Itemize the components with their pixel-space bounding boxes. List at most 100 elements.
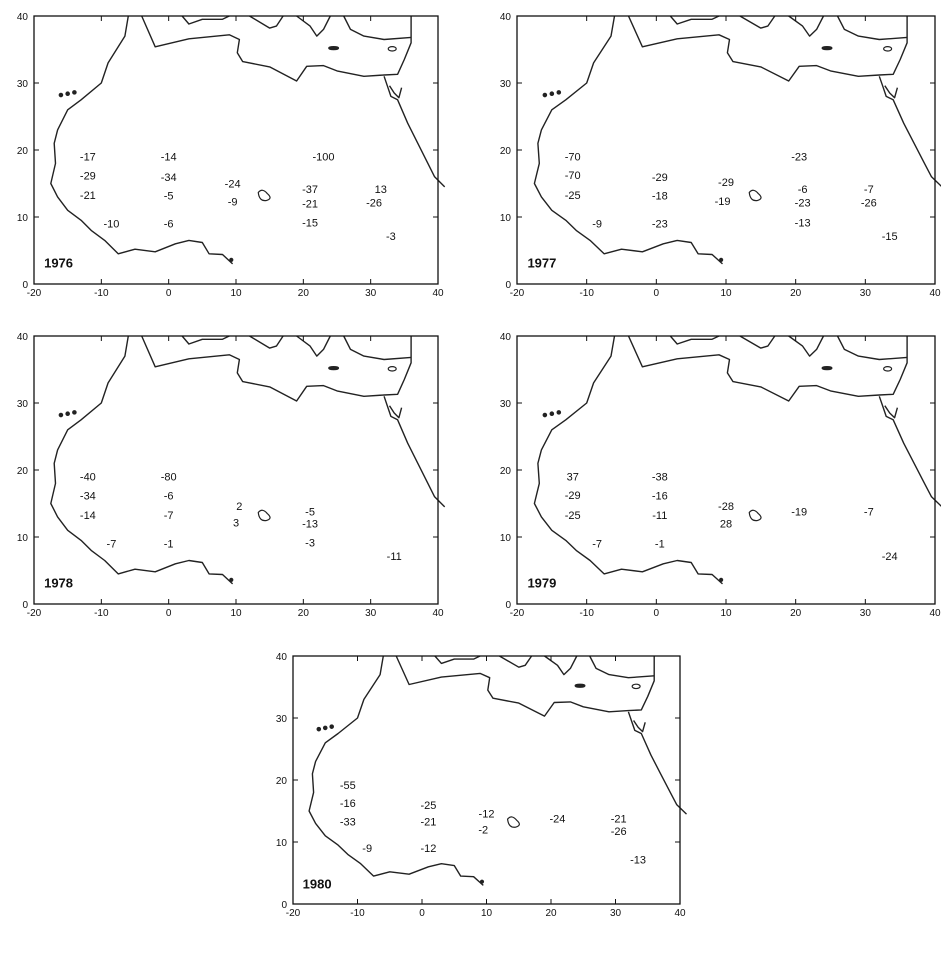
station-value: -24 (882, 551, 898, 563)
station-value: -1 (164, 539, 174, 551)
map-panel-1978: -20 -10 0 10 20 30 40 0 10 20 30 40 -40 -34 -14 -7 -80 -6… (17, 332, 446, 619)
station-value: -7 (864, 507, 874, 519)
bioko-island (479, 879, 485, 884)
panel-frame (516, 15, 936, 285)
y-tick-label: 20 (17, 146, 29, 157)
coastline-red-sea (627, 711, 687, 815)
y-tick-label: 30 (500, 399, 512, 410)
station-value: -9 (592, 219, 602, 231)
x-tick-label: 20 (790, 288, 802, 299)
y-tick-label: 20 (276, 776, 288, 787)
x-tick-label: -10 (94, 288, 109, 299)
station-value: -9 (362, 843, 372, 855)
x-tick-label: -20 (27, 288, 42, 299)
x-tick-label: -10 (579, 608, 594, 619)
station-value: -7 (164, 510, 174, 522)
station-value: -29 (80, 170, 96, 182)
y-tick-label: 10 (276, 838, 288, 849)
station-value: -24 (549, 813, 565, 825)
station-value: -23 (791, 152, 807, 164)
x-tick-label: 0 (654, 288, 660, 299)
y-tick-label: 20 (500, 146, 512, 157)
coastline-sinai (388, 85, 403, 99)
station-value: -1 (655, 539, 665, 551)
station-value: -5 (164, 191, 174, 203)
x-tick-label: 40 (432, 288, 444, 299)
station-value: -14 (161, 152, 177, 164)
station-value: -7 (107, 539, 117, 551)
coastline-west-africa (50, 15, 234, 265)
canary-island (556, 90, 562, 95)
y-tick-label: 0 (505, 600, 511, 611)
y-tick-label: 40 (17, 12, 29, 23)
coastline-europe (249, 335, 284, 349)
lake-chad (748, 189, 762, 202)
crete-island (328, 366, 340, 371)
station-value: -29 (652, 172, 668, 184)
station-value: -21 (611, 813, 627, 825)
year-label: 1979 (527, 575, 556, 590)
station-value: -7 (592, 539, 602, 551)
station-value: -16 (652, 490, 668, 502)
cyprus-island (883, 366, 893, 372)
station-value: -12 (420, 843, 436, 855)
station-value: -6 (164, 490, 174, 502)
x-tick-label: 0 (654, 608, 660, 619)
x-tick-label: -10 (579, 288, 594, 299)
cyprus-island (631, 683, 641, 690)
x-tick-label: 10 (230, 288, 242, 299)
x-tick-label: 20 (298, 288, 310, 299)
station-value: -38 (652, 472, 668, 484)
lake-chad (506, 816, 520, 828)
station-value: -3 (386, 231, 396, 243)
year-label: 1977 (527, 255, 556, 270)
coastline-europe (181, 15, 230, 25)
canary-island (58, 92, 64, 98)
coastline-sinai (388, 405, 403, 419)
station-value: -25 (565, 510, 581, 522)
x-tick-label: 40 (929, 288, 941, 299)
y-tick-label: 10 (500, 533, 512, 544)
station-value: -13 (630, 854, 646, 866)
bioko-island (719, 257, 724, 262)
station-value: -23 (795, 197, 811, 209)
coastline-west-africa (308, 655, 484, 886)
station-value: -2 (478, 825, 488, 837)
lake-chad (257, 189, 271, 202)
y-tick-label: 0 (281, 900, 287, 911)
x-tick-label: 30 (610, 908, 622, 919)
station-value: -25 (420, 800, 436, 812)
station-value: -11 (387, 551, 402, 563)
y-tick-label: 10 (17, 213, 29, 224)
coastline-sinai (633, 720, 646, 733)
coastline-red-sea (878, 76, 941, 187)
station-value: -12 (479, 808, 495, 820)
coastline-west-africa (533, 15, 723, 265)
station-value: -25 (565, 190, 581, 202)
station-value: -15 (882, 231, 898, 243)
x-tick-label: 40 (432, 608, 444, 619)
station-value: -16 (340, 798, 356, 810)
station-value: -29 (565, 490, 581, 502)
station-value: -17 (80, 152, 96, 164)
map-panel-1980: -20 -10 0 10 20 30 40 0 10 20 30 40 -55 -16 -33 -9 -25 -2… (276, 652, 687, 919)
coastline-red-sea (383, 396, 446, 508)
canary-island (549, 91, 555, 97)
lake-chad (257, 509, 271, 522)
x-tick-label: 40 (674, 908, 686, 919)
x-tick-label: -10 (350, 908, 365, 919)
coastline-mediterranean (395, 655, 655, 717)
station-value: -6 (164, 219, 174, 231)
bioko-island (229, 577, 234, 582)
coastline-europe (181, 335, 230, 345)
canary-island (322, 725, 328, 731)
x-tick-label: 0 (419, 908, 425, 919)
station-value: 2 (236, 501, 242, 513)
y-tick-label: 0 (505, 280, 511, 291)
year-label: 1976 (44, 255, 73, 270)
station-value: -23 (652, 219, 668, 231)
x-tick-label: 0 (166, 288, 172, 299)
station-value: 37 (567, 472, 579, 484)
y-tick-label: 20 (17, 466, 29, 477)
y-tick-label: 30 (276, 714, 288, 725)
